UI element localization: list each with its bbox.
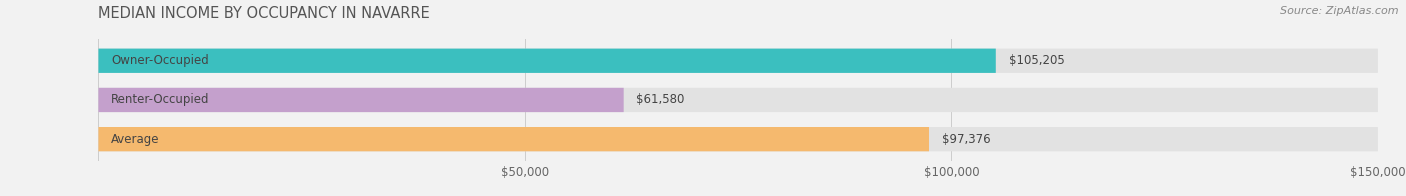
PathPatch shape bbox=[98, 49, 995, 73]
Text: Source: ZipAtlas.com: Source: ZipAtlas.com bbox=[1281, 6, 1399, 16]
Text: Owner-Occupied: Owner-Occupied bbox=[111, 54, 209, 67]
Text: Renter-Occupied: Renter-Occupied bbox=[111, 93, 209, 106]
Text: $61,580: $61,580 bbox=[637, 93, 685, 106]
Text: MEDIAN INCOME BY OCCUPANCY IN NAVARRE: MEDIAN INCOME BY OCCUPANCY IN NAVARRE bbox=[98, 6, 430, 21]
PathPatch shape bbox=[98, 49, 1378, 73]
Text: $105,205: $105,205 bbox=[1008, 54, 1064, 67]
PathPatch shape bbox=[98, 127, 1378, 151]
PathPatch shape bbox=[98, 88, 624, 112]
PathPatch shape bbox=[98, 127, 929, 151]
Text: $97,376: $97,376 bbox=[942, 133, 990, 146]
Text: Average: Average bbox=[111, 133, 160, 146]
PathPatch shape bbox=[98, 88, 1378, 112]
